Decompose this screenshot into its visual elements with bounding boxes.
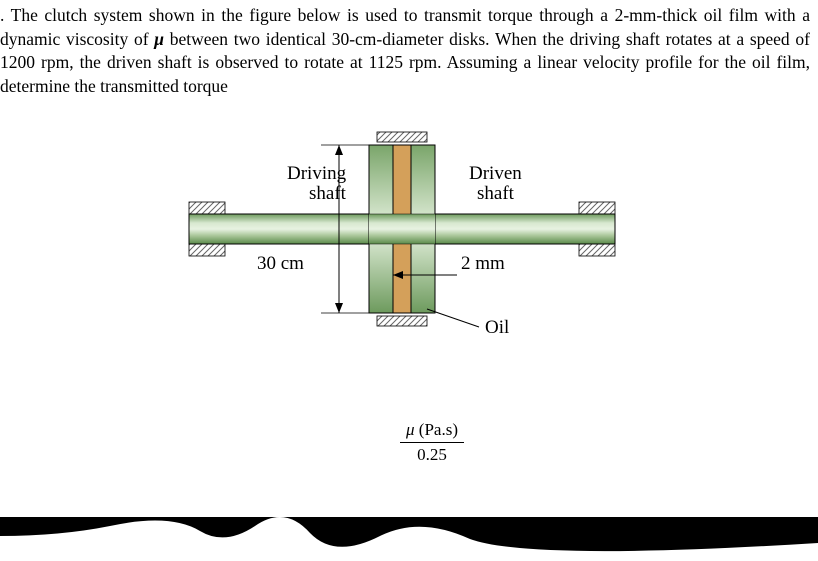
problem-statement: . The clutch system shown in the figure …	[0, 0, 818, 99]
table-header: μ (Pa.s)	[400, 420, 464, 443]
torn-edge	[0, 491, 818, 561]
table-header-unit: (Pa.s)	[419, 420, 458, 439]
label-driven: Driven	[469, 163, 522, 184]
table-header-mu: μ	[406, 420, 415, 439]
label-shaft-right: shaft	[477, 183, 515, 204]
viscosity-table: μ (Pa.s) 0.25	[400, 420, 464, 465]
label-diameter: 30 cm	[257, 253, 304, 274]
table-value: 0.25	[400, 443, 464, 465]
label-oil: Oil	[485, 317, 509, 338]
clutch-figure: Driving shaft Driven shaft 30 cm 2 mm Oi…	[0, 117, 818, 347]
label-driving: Driving	[287, 163, 347, 184]
label-shaft-left: shaft	[309, 183, 347, 204]
mu-symbol: μ	[154, 29, 164, 49]
clutch-svg: Driving shaft Driven shaft 30 cm 2 mm Oi…	[179, 117, 639, 347]
label-gap: 2 mm	[461, 253, 505, 274]
